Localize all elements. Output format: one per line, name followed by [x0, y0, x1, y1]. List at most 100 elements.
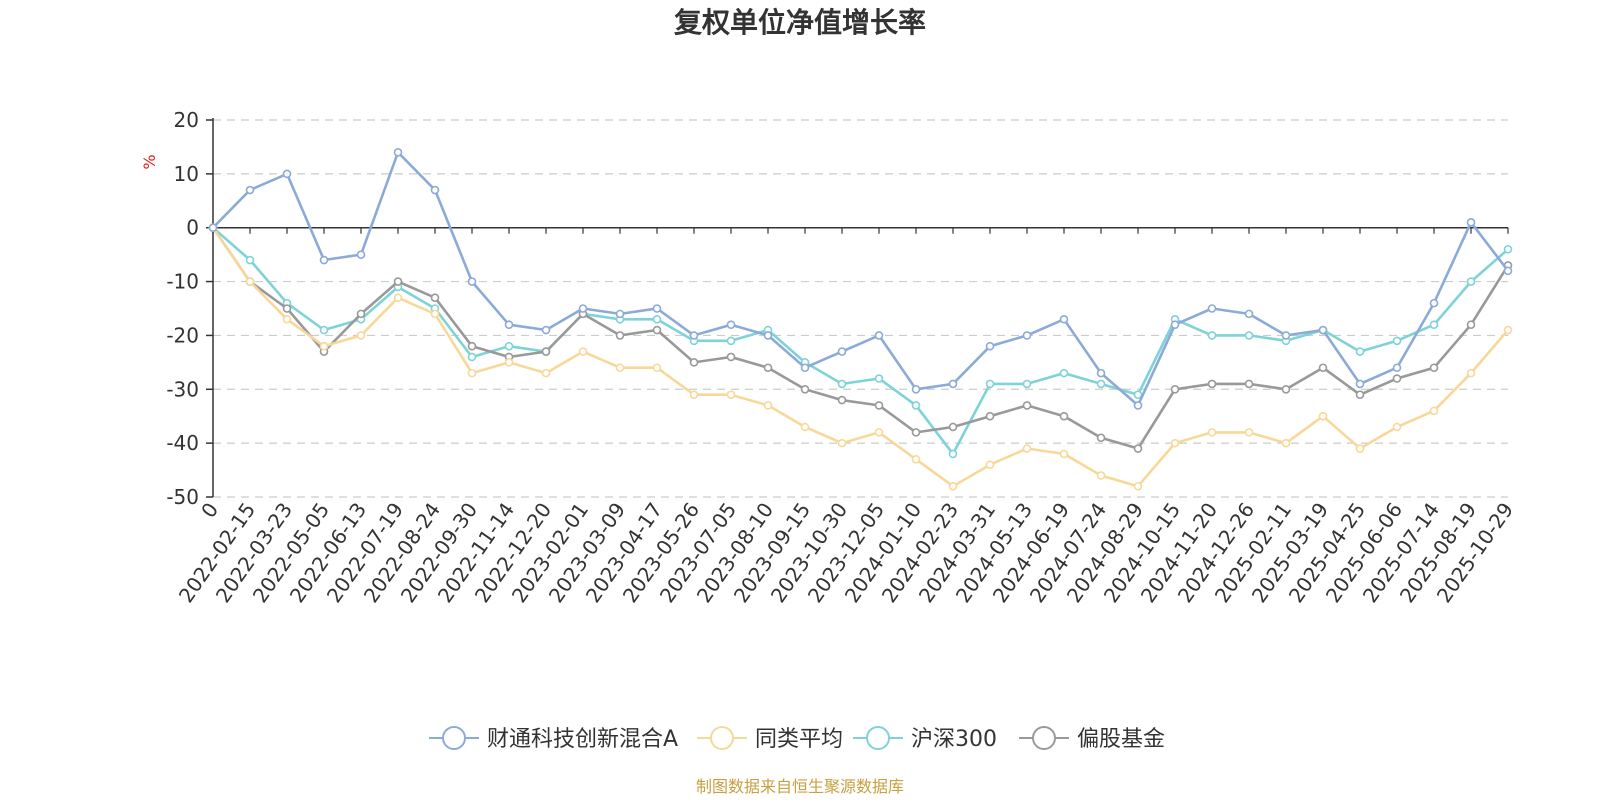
data-point	[874, 374, 884, 383]
data-point	[985, 411, 995, 421]
data-point	[948, 481, 958, 491]
legend[interactable]: 财通科技创新混合A 同类平均 沪深300 偏股基金	[429, 726, 1165, 752]
data-point	[245, 255, 255, 265]
data-point	[1429, 298, 1439, 308]
data-point	[911, 454, 921, 464]
legend-marker-icon	[1032, 726, 1056, 750]
data-point	[1503, 244, 1513, 254]
data-point	[1059, 411, 1069, 421]
y-tick-label: -10	[166, 270, 199, 294]
data-point	[800, 422, 810, 432]
legend-label: 财通科技创新混合A	[487, 727, 678, 752]
data-point	[430, 293, 440, 303]
data-point	[245, 277, 255, 286]
data-point	[1170, 320, 1180, 329]
legend-item[interactable]: 沪深300	[853, 726, 997, 752]
legend-item[interactable]: 偏股基金	[1019, 726, 1165, 752]
data-point	[319, 255, 329, 265]
data-point	[948, 422, 958, 432]
data-point	[652, 304, 662, 313]
data-point	[1281, 438, 1291, 448]
y-tick-label: -30	[166, 377, 199, 401]
data-point	[763, 331, 773, 340]
data-point	[1059, 314, 1069, 324]
axes: 20100-10-20-30-40-5002022-02-152022-03-2…	[166, 108, 1518, 607]
data-point	[504, 358, 514, 367]
data-point	[1466, 218, 1476, 227]
data-point	[726, 352, 736, 362]
data-point	[430, 309, 440, 319]
data-point	[1022, 331, 1032, 340]
data-point	[1022, 379, 1032, 389]
data-point	[652, 363, 662, 373]
data-point	[1429, 406, 1439, 416]
data-point	[726, 320, 736, 329]
data-point	[1503, 266, 1513, 276]
y-axis-unit-label: %	[140, 154, 159, 169]
data-point	[874, 428, 884, 437]
data-point	[1170, 438, 1180, 448]
data-point	[319, 341, 329, 351]
data-point	[393, 277, 403, 286]
data-point	[1059, 449, 1069, 459]
data-point	[985, 460, 995, 469]
legend-label: 同类平均	[755, 727, 843, 752]
gridlines	[213, 119, 1508, 498]
y-tick-label: -40	[166, 431, 199, 455]
data-point	[1170, 384, 1180, 394]
data-point	[689, 331, 699, 340]
data-point	[763, 363, 773, 373]
data-point	[726, 336, 736, 346]
data-point	[1392, 336, 1402, 346]
data-point	[911, 384, 921, 394]
data-point	[1207, 428, 1217, 437]
data-point	[800, 363, 810, 373]
legend-label: 沪深300	[911, 727, 997, 752]
x-tick-label: 0	[196, 498, 223, 522]
data-point	[1355, 379, 1365, 389]
legend-item[interactable]: 财通科技创新混合A	[429, 726, 678, 752]
legend-marker-icon	[866, 726, 890, 750]
y-tick-label: -20	[166, 323, 199, 347]
data-point	[282, 169, 292, 179]
data-point	[911, 401, 921, 410]
series-line	[211, 226, 1510, 450]
data-point	[504, 341, 514, 351]
data-point	[874, 331, 884, 340]
data-point	[652, 325, 662, 335]
data-point	[1244, 379, 1254, 389]
data-point	[1244, 331, 1254, 340]
data-point	[911, 428, 921, 437]
data-point	[837, 395, 847, 405]
data-point	[837, 438, 847, 448]
data-point	[985, 379, 995, 389]
data-point	[1355, 347, 1365, 356]
legend-item[interactable]: 同类平均	[697, 726, 843, 752]
y-tick-label: 0	[186, 216, 199, 240]
series-3	[208, 223, 1513, 453]
data-point	[1318, 411, 1328, 421]
data-point	[393, 148, 403, 157]
data-point	[282, 304, 292, 313]
data-point	[1244, 309, 1254, 319]
data-point	[1133, 401, 1143, 410]
data-point	[1318, 325, 1328, 335]
data-point	[1429, 320, 1439, 329]
data-point	[541, 347, 551, 356]
data-point	[1429, 363, 1439, 373]
data-point	[541, 325, 551, 335]
data-point	[282, 314, 292, 324]
series-2	[208, 223, 1513, 459]
data-point	[319, 325, 329, 335]
legend-marker-icon	[710, 726, 734, 750]
series-line	[212, 151, 1510, 407]
data-point	[467, 341, 477, 351]
data-point	[208, 223, 218, 233]
data-point	[578, 304, 588, 313]
data-point	[1318, 363, 1328, 373]
data-point	[467, 352, 477, 362]
data-point	[1392, 363, 1402, 373]
data-point	[467, 368, 477, 378]
data-point	[1355, 390, 1365, 399]
